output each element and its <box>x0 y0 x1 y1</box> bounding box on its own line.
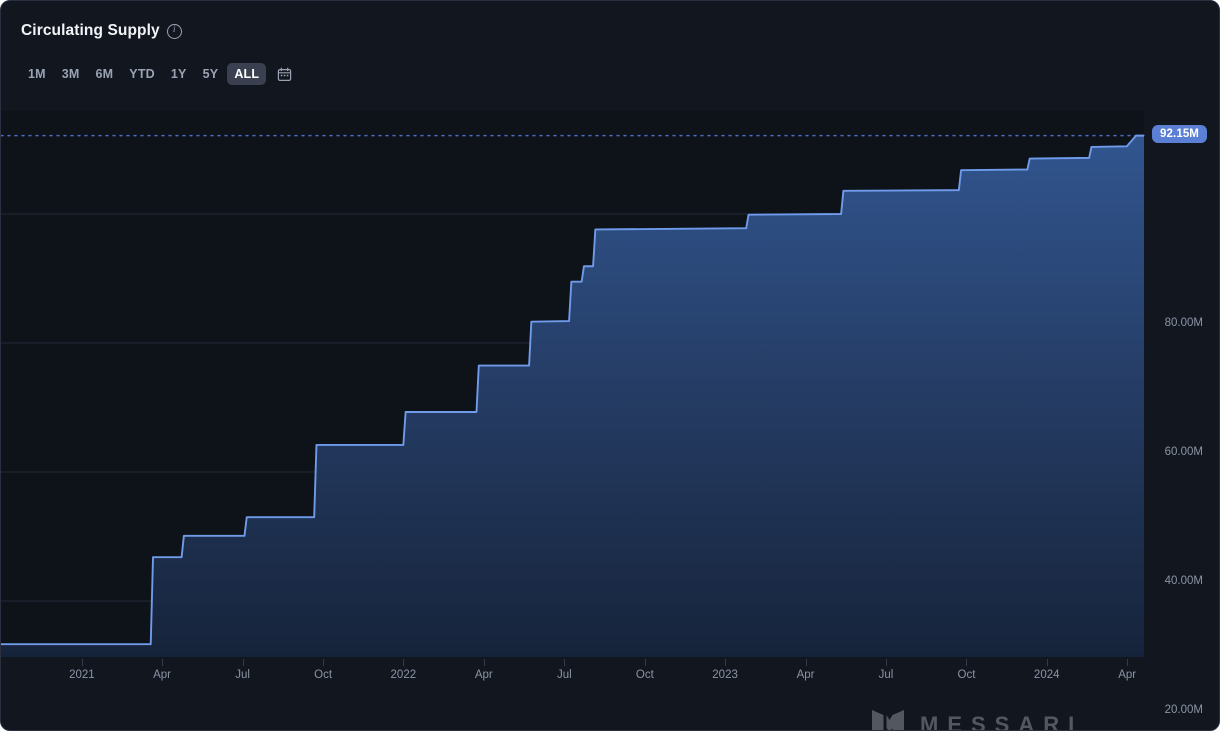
supply-line <box>1 134 1144 646</box>
x-axis-tick <box>564 659 566 666</box>
messari-watermark: MESSARI <box>870 708 1084 731</box>
x-axis-tick <box>966 659 968 666</box>
range-button-1y[interactable]: 1Y <box>164 63 194 85</box>
x-axis-tick <box>242 659 244 666</box>
x-axis-label: Jul <box>235 669 250 681</box>
x-axis-label: Apr <box>474 669 493 681</box>
x-axis-tick <box>81 659 83 666</box>
range-button-6m[interactable]: 6M <box>89 63 121 85</box>
range-button-5y[interactable]: 5Y <box>196 63 226 85</box>
x-axis-label: Apr <box>153 669 171 681</box>
x-axis-label: Oct <box>635 669 654 681</box>
supply-area <box>1 135 1144 657</box>
range-button-ytd[interactable]: YTD <box>122 63 162 85</box>
x-axis-label: Oct <box>314 669 333 681</box>
x-axis-tick <box>644 659 646 666</box>
range-button-3m[interactable]: 3M <box>55 63 87 85</box>
x-axis-label: 2023 <box>712 669 738 681</box>
x-axis-labels: 2021 Apr Jul Oct 2022 Apr Jul Oct 2023 Apr Jul Oct 2… <box>1 659 1219 695</box>
y-axis-label-20m: 20.00M <box>1164 704 1203 716</box>
x-axis-label: Jul <box>878 669 894 681</box>
calendar-icon[interactable] <box>274 64 294 84</box>
x-axis-label: 2024 <box>1033 669 1060 681</box>
x-axis-tick <box>1046 659 1048 666</box>
current-value-badge: 92.15M <box>1152 125 1207 143</box>
chart-plot-area[interactable]: 80.00M 60.00M 40.00M 20.00M MESSARI <box>1 111 1220 730</box>
y-axis-label-80m: 80.00M <box>1164 317 1203 329</box>
watermark-text: MESSARI <box>920 712 1084 731</box>
x-axis-tick <box>725 659 727 666</box>
x-axis-label: 2022 <box>390 669 417 681</box>
x-axis-tick <box>403 659 405 666</box>
x-axis-label: 2021 <box>69 669 95 681</box>
x-axis-tick <box>805 659 807 666</box>
info-icon[interactable]: i <box>166 23 182 39</box>
messari-logo-icon <box>872 710 904 730</box>
x-axis-tick <box>886 659 888 666</box>
range-button-1m[interactable]: 1M <box>21 63 53 85</box>
range-button-all[interactable]: ALL <box>227 63 267 86</box>
x-axis-tick <box>323 659 325 666</box>
x-axis-label: Jul <box>557 669 572 681</box>
card-header: Circulating Supply i <box>21 22 182 40</box>
x-axis-label: Oct <box>957 669 976 681</box>
y-axis-label-40m: 40.00M <box>1164 575 1203 587</box>
x-axis-tick <box>1127 659 1129 666</box>
x-axis-label: Apr <box>1118 669 1137 681</box>
x-axis-tick <box>162 659 164 666</box>
circulating-supply-chart[interactable] <box>1 111 1220 681</box>
x-axis-tick <box>483 659 485 666</box>
y-axis-label-60m: 60.00M <box>1164 446 1203 458</box>
x-axis-label: Apr <box>796 669 815 681</box>
range-selector-toolbar: 1M 3M 6M YTD 1Y 5Y ALL <box>21 63 294 86</box>
page-title: Circulating Supply <box>21 22 160 39</box>
